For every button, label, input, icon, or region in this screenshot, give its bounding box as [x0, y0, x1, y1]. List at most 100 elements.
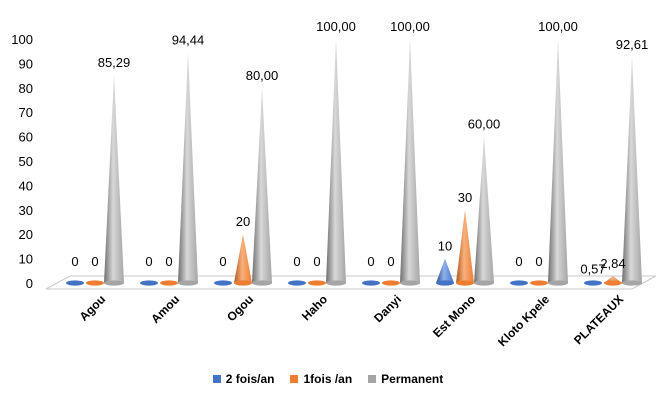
- cone-base: [288, 280, 306, 286]
- cone-mark: [622, 57, 642, 286]
- cone-base: [178, 280, 198, 286]
- data-label: 60,00: [468, 117, 501, 132]
- legend-label-series-1: 2 fois/an: [225, 372, 275, 386]
- data-label: 0: [71, 254, 78, 269]
- x-axis-categories: Agou Amou Ogou Haho Danyi Est Mono Kloto Kpele…: [77, 292, 627, 349]
- cone-base: [308, 280, 326, 286]
- category-label: PLATEAUX: [571, 292, 626, 347]
- cone-mark: [308, 280, 326, 286]
- cone-body: [548, 39, 568, 283]
- cone-mark: [66, 280, 84, 286]
- cone-base: [252, 280, 272, 286]
- chart-legend: 2 fois/an 1fois /an Permanent: [0, 372, 656, 386]
- y-tick-label: 30: [19, 203, 33, 218]
- y-tick-label: 100: [11, 32, 33, 47]
- cone-base: [604, 280, 622, 286]
- data-label: 0: [165, 254, 172, 269]
- cone-mark: [530, 280, 548, 286]
- legend-swatch-series-3: [368, 375, 377, 383]
- legend-label-series-3: Permanent: [381, 372, 444, 386]
- data-label: 92,61: [616, 37, 649, 52]
- cone-body: [178, 52, 198, 283]
- y-tick-label: 80: [19, 81, 33, 96]
- cone-mark: [548, 39, 568, 286]
- data-label: 0: [91, 254, 98, 269]
- category-label: Amou: [148, 292, 182, 326]
- cone-mark: [140, 280, 158, 286]
- cone-mark: [288, 280, 306, 286]
- cone-mark: [326, 39, 346, 286]
- chart-marks: [66, 39, 642, 286]
- y-tick-label: 40: [19, 178, 33, 193]
- data-label: 30: [458, 190, 472, 205]
- data-label: 100,00: [316, 19, 356, 34]
- y-tick-label: 70: [19, 105, 33, 120]
- y-tick-label: 90: [19, 56, 33, 71]
- cone-base: [104, 280, 124, 286]
- cone-mark: [160, 280, 178, 286]
- cone-base: [436, 280, 454, 286]
- legend-item-series-3: Permanent: [368, 372, 443, 386]
- cone-body: [436, 258, 454, 283]
- legend-swatch-series-1: [212, 375, 221, 383]
- data-label: 0: [293, 254, 300, 269]
- y-tick-label: 50: [19, 154, 33, 169]
- cone-base: [584, 280, 602, 286]
- cone-base: [400, 280, 420, 286]
- cone-body: [456, 209, 474, 283]
- cone-mark: [436, 258, 454, 286]
- cone-mark: [510, 280, 528, 286]
- cone-base: [214, 280, 232, 286]
- data-label: 0: [145, 254, 152, 269]
- y-axis-ticks: 0 10 20 30 40 50 60 70 80 90 100: [11, 32, 33, 291]
- legend-swatch-series-2: [290, 375, 299, 383]
- data-label: 0: [219, 254, 226, 269]
- data-label: 10: [438, 239, 452, 254]
- cone-mark: [362, 280, 380, 286]
- legend-item-series-1: 2 fois/an: [212, 372, 275, 386]
- cone-mark: [584, 280, 602, 286]
- cone-mark: [456, 209, 474, 286]
- cone-body: [622, 57, 642, 283]
- cone-base: [66, 280, 84, 286]
- legend-item-series-2: 1fois /an: [290, 372, 352, 386]
- cone-body: [104, 74, 124, 284]
- cone-mark: [252, 87, 272, 286]
- cone-base: [382, 280, 400, 286]
- cone-body: [234, 234, 252, 283]
- category-label: Est Mono: [430, 292, 478, 340]
- data-label: 0: [367, 254, 374, 269]
- data-label: 100,00: [390, 19, 430, 34]
- cone-body: [474, 136, 494, 283]
- cone-base: [326, 280, 346, 286]
- legend-label-series-2: 1fois /an: [303, 372, 353, 386]
- cone-mark: [604, 276, 622, 286]
- cone-mark: [178, 52, 198, 286]
- data-label: 0: [387, 254, 394, 269]
- cone-base: [456, 280, 474, 286]
- cone-body: [400, 39, 420, 283]
- cone-base: [530, 280, 548, 286]
- cone-body: [252, 87, 272, 283]
- y-tick-label: 0: [26, 276, 33, 291]
- data-label: 0: [535, 254, 542, 269]
- cone-mark: [214, 280, 232, 286]
- cone-mark: [474, 136, 494, 286]
- y-tick-label: 60: [19, 130, 33, 145]
- cone-base: [622, 280, 642, 286]
- data-label: 100,00: [538, 19, 578, 34]
- cone-base: [140, 280, 158, 286]
- category-label: Haho: [299, 292, 330, 323]
- data-label: 0: [313, 254, 320, 269]
- cone-mark: [86, 280, 104, 286]
- cone-mark: [104, 74, 124, 286]
- chart-floor-plane: [45, 275, 656, 290]
- y-tick-label: 10: [19, 252, 33, 267]
- data-label: 80,00: [246, 68, 279, 83]
- category-label: Ogou: [224, 292, 256, 324]
- category-label: Agou: [77, 292, 109, 324]
- cone-body: [326, 39, 346, 283]
